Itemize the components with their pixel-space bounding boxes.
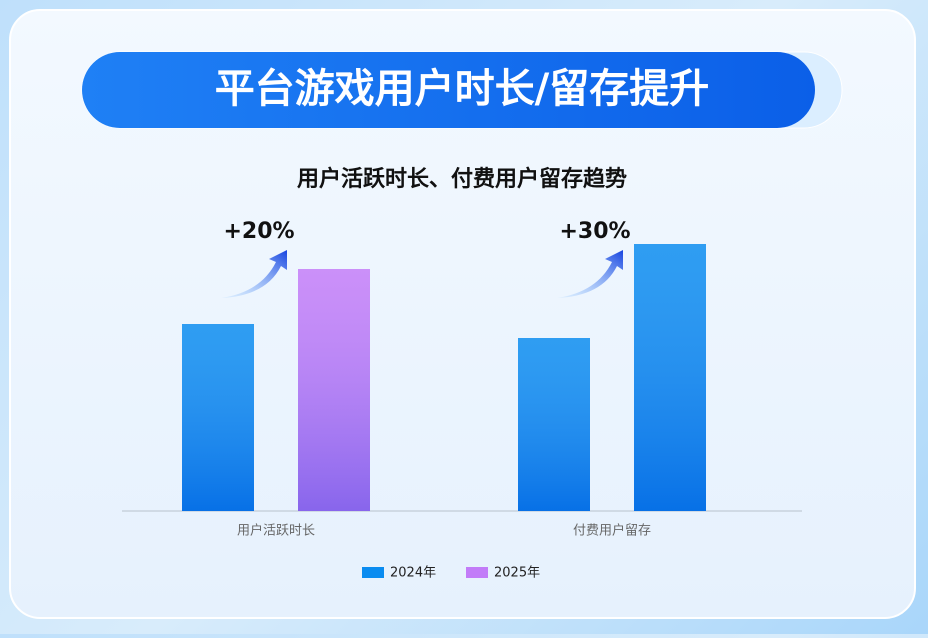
- legend-swatch: [362, 567, 384, 578]
- arrow: [221, 250, 287, 298]
- bar-shade: [634, 244, 706, 511]
- bar-shade: [518, 338, 590, 511]
- pill: [82, 52, 815, 128]
- legend-label: 2025年: [494, 566, 540, 581]
- arrow: [557, 250, 623, 298]
- x-tick-label: 用户活跃时长: [237, 523, 315, 539]
- annotation: +30%: [559, 219, 630, 244]
- x-tick-label: 付费用户留存: [573, 523, 651, 539]
- legend-label: 2024年: [390, 566, 436, 581]
- bar-shade: [298, 269, 370, 511]
- legend-swatch: [466, 567, 488, 578]
- chart-title: 用户活跃时长、付费用户留存趋势: [297, 166, 627, 192]
- bar-shade: [182, 324, 254, 511]
- annotation: +20%: [223, 219, 294, 244]
- banner: 平台游戏用户时长/留存提升: [215, 66, 710, 112]
